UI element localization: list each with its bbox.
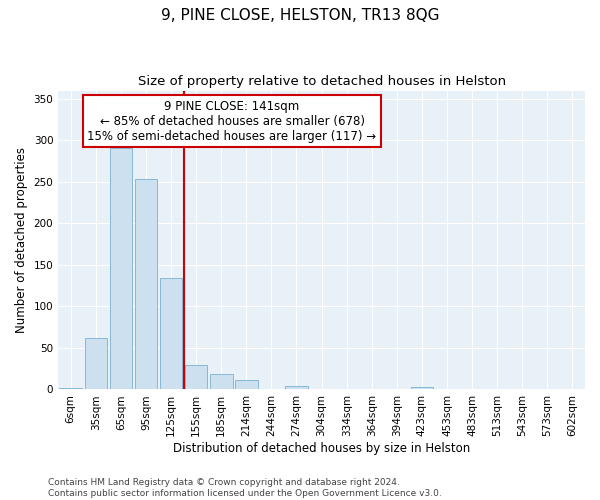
Bar (235, 380, 257, 390)
Bar (134, 180, 157, 390)
Bar (285, 386, 308, 390)
Title: Size of property relative to detached houses in Helston: Size of property relative to detached ho… (137, 75, 506, 88)
Y-axis label: Number of detached properties: Number of detached properties (15, 147, 28, 333)
Bar (185, 364, 208, 390)
Bar (210, 374, 233, 390)
X-axis label: Distribution of detached houses by size in Helston: Distribution of detached houses by size … (173, 442, 470, 455)
Bar (410, 387, 433, 390)
Bar (110, 148, 132, 390)
Bar (160, 278, 182, 390)
Text: 9, PINE CLOSE, HELSTON, TR13 8QG: 9, PINE CLOSE, HELSTON, TR13 8QG (161, 8, 439, 22)
Text: Contains HM Land Registry data © Crown copyright and database right 2024.
Contai: Contains HM Land Registry data © Crown c… (48, 478, 442, 498)
Bar (59, 388, 82, 390)
Bar (85, 338, 107, 390)
Text: 9 PINE CLOSE: 141sqm
← 85% of detached houses are smaller (678)
15% of semi-deta: 9 PINE CLOSE: 141sqm ← 85% of detached h… (88, 100, 377, 142)
